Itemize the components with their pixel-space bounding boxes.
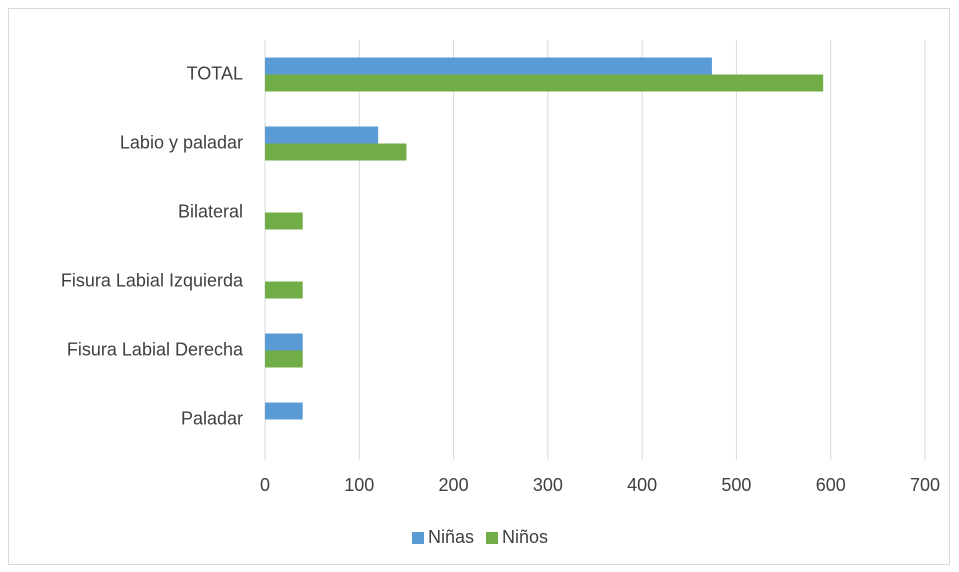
x-tick-label: 700 bbox=[910, 475, 940, 495]
legend-swatch bbox=[486, 532, 499, 544]
x-tick-label: 500 bbox=[721, 475, 751, 495]
y-tick-label: Bilateral bbox=[178, 201, 243, 221]
bar bbox=[265, 143, 407, 161]
y-tick-label: TOTAL bbox=[187, 63, 243, 83]
x-tick-label: 100 bbox=[344, 475, 374, 495]
bar bbox=[265, 74, 824, 92]
x-tick-label: 0 bbox=[260, 475, 270, 495]
y-tick-label: Fisura Labial Derecha bbox=[67, 339, 244, 359]
legend-label: Niños bbox=[502, 527, 548, 547]
bar bbox=[265, 57, 712, 75]
y-tick-label: Paladar bbox=[181, 408, 243, 428]
bar bbox=[265, 350, 303, 368]
x-tick-label: 300 bbox=[533, 475, 563, 495]
legend-label: Niñas bbox=[428, 527, 474, 547]
y-tick-label: Fisura Labial Izquierda bbox=[61, 270, 244, 290]
bar bbox=[265, 333, 303, 351]
bar bbox=[265, 281, 303, 299]
y-tick-label: Labio y paladar bbox=[120, 132, 243, 152]
chart-border bbox=[8, 8, 950, 565]
legend-swatch bbox=[412, 532, 424, 544]
x-tick-label: 400 bbox=[627, 475, 657, 495]
x-tick-label: 200 bbox=[439, 475, 469, 495]
bar bbox=[265, 212, 303, 230]
bar bbox=[265, 126, 379, 144]
x-tick-label: 600 bbox=[816, 475, 846, 495]
bar bbox=[265, 402, 303, 420]
